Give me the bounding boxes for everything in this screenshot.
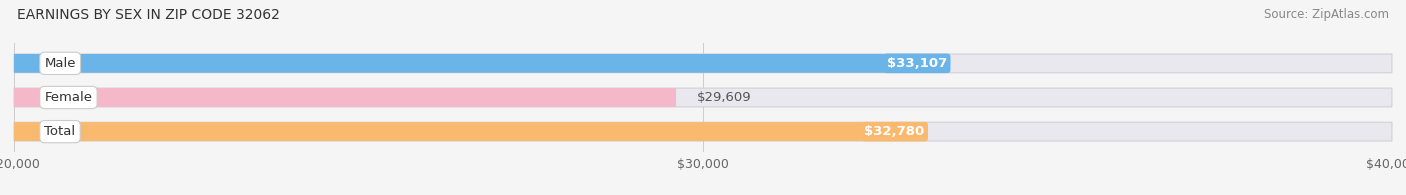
- Text: $33,107: $33,107: [887, 57, 948, 70]
- Text: EARNINGS BY SEX IN ZIP CODE 32062: EARNINGS BY SEX IN ZIP CODE 32062: [17, 8, 280, 22]
- Text: Male: Male: [45, 57, 76, 70]
- FancyBboxPatch shape: [14, 54, 1392, 73]
- Text: $32,780: $32,780: [865, 125, 925, 138]
- FancyBboxPatch shape: [14, 122, 1392, 141]
- Text: $29,609: $29,609: [697, 91, 751, 104]
- FancyBboxPatch shape: [14, 54, 917, 73]
- FancyBboxPatch shape: [14, 88, 676, 107]
- FancyBboxPatch shape: [14, 122, 894, 141]
- Text: Female: Female: [45, 91, 93, 104]
- Text: Total: Total: [45, 125, 76, 138]
- FancyBboxPatch shape: [14, 88, 1392, 107]
- Text: Source: ZipAtlas.com: Source: ZipAtlas.com: [1264, 8, 1389, 21]
